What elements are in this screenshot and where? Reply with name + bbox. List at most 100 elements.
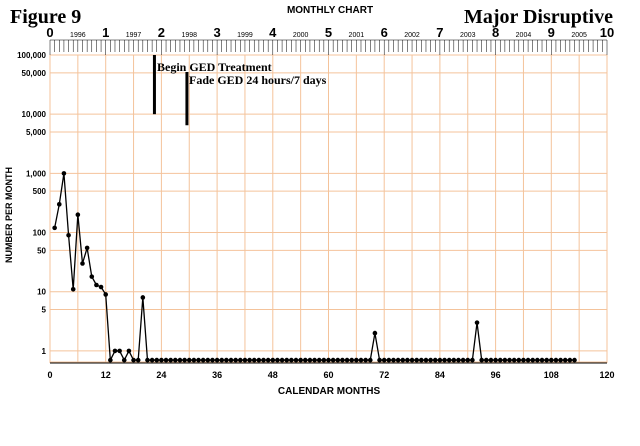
- data-point: [94, 282, 99, 288]
- data-point: [265, 357, 271, 363]
- data-point: [493, 357, 498, 363]
- data-point: [66, 232, 71, 238]
- x-tick-label: 12: [101, 370, 111, 380]
- data-point: [186, 357, 192, 363]
- data-point: [377, 357, 382, 363]
- data-point: [460, 357, 466, 363]
- figure-label: Figure 9: [10, 6, 81, 28]
- data-point: [219, 357, 225, 363]
- data-point: [270, 357, 276, 363]
- top-year-number: 6: [381, 25, 388, 40]
- data-point: [200, 357, 206, 363]
- series-line: [54, 173, 575, 363]
- data-point: [177, 357, 183, 363]
- data-point: [525, 357, 531, 363]
- data-point: [335, 357, 341, 363]
- data-point: [307, 357, 313, 363]
- data-point: [84, 245, 90, 251]
- data-point: [572, 357, 577, 363]
- data-point: [98, 284, 104, 290]
- chart-grid: [49, 54, 608, 363]
- data-point: [530, 357, 536, 363]
- calendar-year-label: 2002: [404, 32, 420, 39]
- data-point: [423, 357, 429, 363]
- data-point: [419, 357, 424, 363]
- y-tick-label: 500: [33, 187, 47, 196]
- top-year-number: 0: [46, 25, 53, 40]
- x-tick-label: 0: [47, 370, 52, 380]
- data-point: [409, 357, 415, 363]
- data-point: [242, 357, 248, 363]
- data-point: [535, 357, 540, 363]
- top-month-timeline: 0 1 2 3 4 5 6 7 8 9 10 1996 1997 1998 1999 2000 2001 2002…: [46, 25, 614, 55]
- data-point: [567, 357, 573, 363]
- data-point: [191, 357, 197, 363]
- y-tick-label: 100,000: [17, 51, 46, 60]
- data-point: [247, 357, 252, 363]
- data-point: [284, 357, 290, 363]
- data-point: [214, 357, 220, 363]
- data-point: [61, 171, 67, 176]
- data-point: [173, 357, 178, 363]
- data-point: [298, 357, 303, 363]
- data-point: [479, 357, 484, 363]
- calendar-year-label: 1998: [181, 32, 197, 39]
- data-point: [103, 292, 108, 297]
- top-year-number: 7: [436, 25, 443, 40]
- data-point: [131, 357, 136, 363]
- y-tick-label: 5: [42, 306, 47, 315]
- top-year-number: 8: [492, 25, 499, 40]
- data-point: [562, 357, 568, 363]
- x-tick-label: 96: [491, 370, 501, 380]
- x-tick-label: 72: [379, 370, 389, 380]
- calendar-year-label: 1999: [237, 32, 253, 39]
- top-year-number: 10: [600, 25, 614, 40]
- data-point: [117, 348, 122, 354]
- phase-markers: [152, 55, 189, 126]
- data-point: [340, 357, 345, 363]
- data-point: [465, 357, 471, 363]
- calendar-year-label: 2001: [349, 32, 365, 39]
- data-point: [196, 357, 201, 363]
- calendar-year-label: 1996: [70, 32, 86, 39]
- data-point: [80, 261, 85, 266]
- fade-annotation: Fade GED 24 hours/7 days: [189, 73, 327, 87]
- x-tick-label: 60: [323, 370, 333, 380]
- data-point: [168, 357, 173, 363]
- calendar-year-label: 2000: [293, 32, 309, 39]
- data-point: [437, 357, 443, 363]
- data-point: [228, 357, 234, 363]
- data-point: [414, 357, 419, 363]
- calendar-year-label: 2005: [571, 32, 587, 39]
- data-point: [238, 357, 243, 363]
- y-axis-title: NUMBER PER MONTH: [4, 167, 14, 263]
- data-point: [261, 357, 266, 363]
- data-point: [400, 357, 406, 363]
- data-point: [52, 225, 57, 231]
- top-year-number: 2: [158, 25, 165, 40]
- behavior-label: Major Disruptive: [464, 6, 613, 28]
- data-point: [149, 357, 155, 363]
- y-tick-label: 10,000: [22, 110, 47, 119]
- data-point: [135, 357, 141, 363]
- data-point: [330, 357, 336, 363]
- data-point: [354, 357, 359, 363]
- data-point: [163, 357, 169, 363]
- data-point: [145, 357, 150, 363]
- top-year-number: 5: [325, 25, 332, 40]
- y-tick-label: 100: [33, 229, 47, 238]
- data-point: [395, 357, 401, 363]
- data-point: [544, 357, 549, 363]
- y-tick-label: 50: [37, 246, 46, 255]
- data-point: [516, 357, 522, 363]
- data-point: [363, 357, 368, 363]
- x-axis-title: CALENDAR MONTHS: [278, 386, 381, 397]
- data-point: [549, 357, 554, 363]
- data-point: [321, 357, 327, 363]
- y-tick-label: 1,000: [26, 169, 47, 178]
- data-point: [75, 212, 81, 218]
- data-point: [381, 357, 387, 363]
- y-tick-label: 10: [37, 288, 46, 297]
- data-point: [140, 295, 146, 300]
